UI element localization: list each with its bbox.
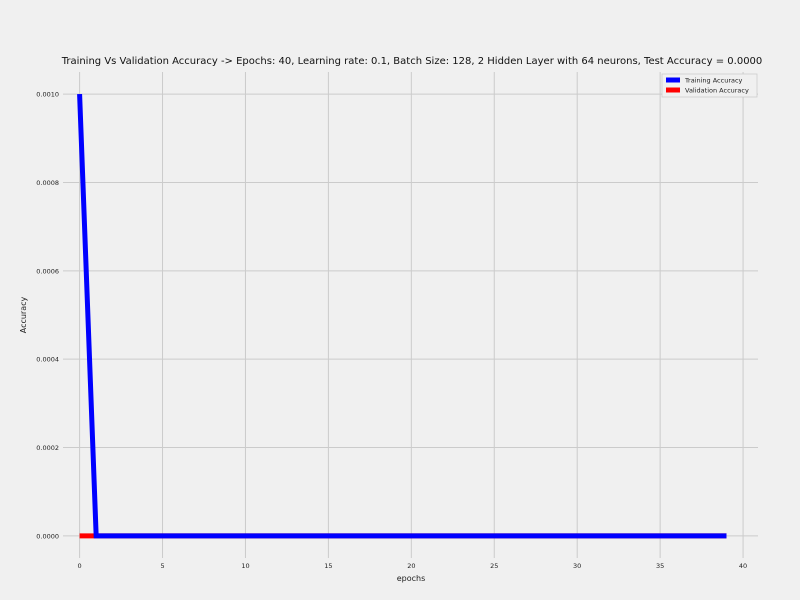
x-tick-label: 15 [324,562,332,570]
x-tick-label: 40 [739,562,747,570]
legend: Training Accuracy Validation Accuracy [661,73,758,98]
y-tick-label: 0.0002 [36,444,59,452]
x-axis-label: epochs [397,574,426,583]
chart-title: Training Vs Validation Accuracy -> Epoch… [61,56,763,67]
x-tick-label: 5 [160,562,164,570]
training-accuracy-line [77,93,727,539]
y-axis-label: Accuracy [19,296,28,333]
series-lines [77,93,727,539]
x-tick-label: 30 [573,562,581,570]
x-tick-label: 35 [656,562,664,570]
y-tick-label: 0.0006 [36,267,59,275]
legend-swatch-validation [666,87,680,93]
y-tick-label: 0.0008 [36,179,59,187]
axis-ticks: 0 5 10 15 20 25 30 35 40 0.0000 0.0002 0.0004 0.0006… [36,91,747,570]
legend-swatch-training [666,77,680,83]
y-tick-label: 0.0004 [36,356,59,364]
y-tick-label: 0.0000 [36,532,59,540]
legend-label-validation: Validation Accuracy [685,86,749,94]
x-tick-label: 0 [78,562,82,570]
x-tick-label: 10 [241,562,249,570]
x-tick-label: 20 [407,562,415,570]
legend-label-training: Training Accuracy [684,76,743,84]
x-tick-label: 25 [490,562,498,570]
legend-box [661,73,758,98]
y-tick-label: 0.0010 [36,91,59,99]
